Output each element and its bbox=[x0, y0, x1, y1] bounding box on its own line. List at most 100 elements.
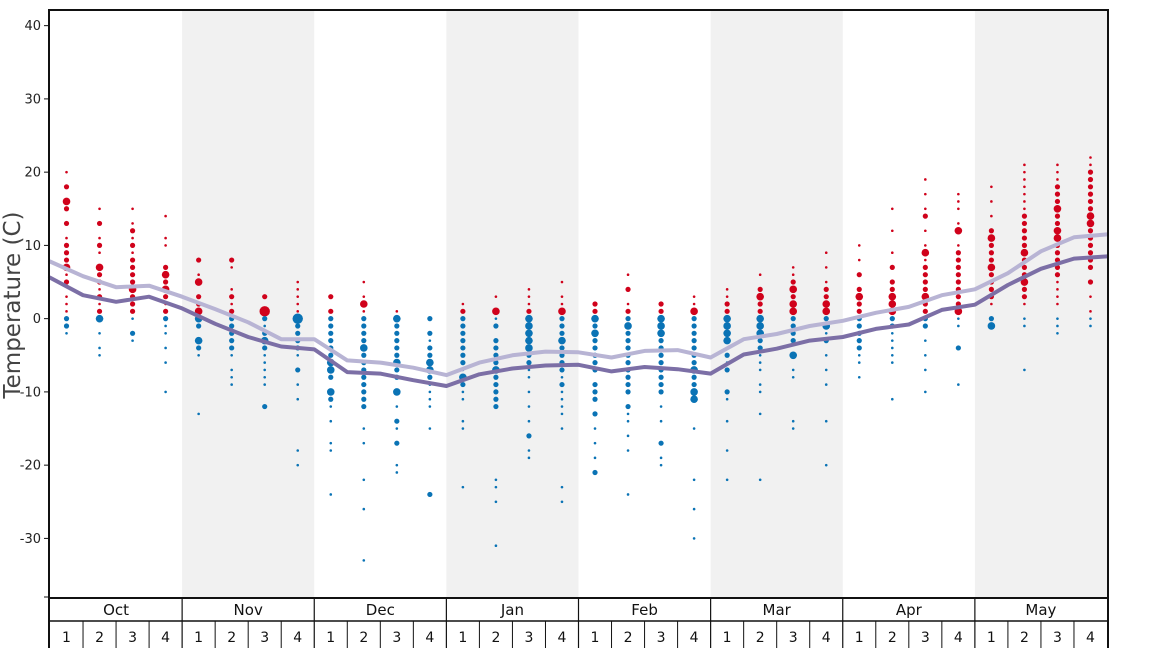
cold-point bbox=[394, 323, 400, 329]
warm-point bbox=[791, 266, 795, 269]
cold-point bbox=[890, 339, 894, 342]
cold-point bbox=[164, 324, 167, 328]
week-label: 4 bbox=[954, 630, 963, 646]
cold-point bbox=[460, 360, 466, 366]
cold-point bbox=[394, 345, 400, 351]
warm-point bbox=[1087, 242, 1094, 248]
week-label: 2 bbox=[227, 630, 236, 646]
cold-point bbox=[329, 419, 333, 423]
warm-point bbox=[65, 295, 68, 298]
cold-point bbox=[361, 389, 367, 395]
cold-point bbox=[493, 403, 499, 410]
warm-point bbox=[955, 257, 961, 263]
warm-point bbox=[1023, 178, 1026, 181]
cold-point bbox=[362, 478, 366, 482]
warm-point bbox=[922, 279, 928, 285]
cold-point bbox=[625, 338, 631, 344]
cold-point bbox=[625, 316, 631, 322]
week-label: 4 bbox=[1086, 630, 1095, 646]
warm-point bbox=[460, 308, 466, 314]
cold-point bbox=[329, 449, 333, 452]
data-points bbox=[62, 156, 1095, 562]
warm-point bbox=[955, 279, 961, 285]
cold-point bbox=[527, 368, 531, 372]
cold-point bbox=[296, 353, 300, 357]
warm-point bbox=[692, 302, 696, 306]
cold-point bbox=[196, 323, 202, 329]
cold-point bbox=[460, 330, 466, 336]
cold-point bbox=[394, 352, 400, 358]
warm-point bbox=[888, 300, 897, 308]
week-label: 3 bbox=[921, 630, 930, 646]
cold-point bbox=[691, 338, 697, 344]
cold-point bbox=[164, 332, 167, 335]
warm-point bbox=[129, 279, 136, 285]
warm-point bbox=[790, 294, 796, 300]
week-label: 1 bbox=[62, 630, 71, 646]
cold-point bbox=[426, 358, 434, 367]
warm-point bbox=[492, 307, 500, 316]
y-tick-label: -20 bbox=[20, 459, 41, 474]
warm-point bbox=[1054, 272, 1061, 278]
warm-point bbox=[990, 214, 993, 218]
cold-point bbox=[494, 544, 498, 548]
cold-point bbox=[229, 338, 235, 344]
warm-point bbox=[1087, 169, 1094, 175]
cold-point bbox=[129, 330, 136, 336]
cold-point bbox=[626, 493, 630, 496]
warm-point bbox=[988, 272, 994, 278]
cold-point bbox=[824, 368, 828, 372]
cold-point bbox=[295, 367, 301, 373]
cold-point bbox=[98, 332, 101, 335]
cold-point bbox=[659, 405, 663, 408]
cold-point bbox=[791, 375, 795, 379]
week-label: 4 bbox=[822, 630, 831, 646]
cold-point bbox=[957, 383, 960, 386]
week-label: 2 bbox=[1020, 630, 1029, 646]
cold-point bbox=[757, 345, 763, 351]
cold-point bbox=[1056, 324, 1059, 328]
cold-point bbox=[592, 360, 598, 366]
warm-point bbox=[856, 308, 862, 314]
y-axis: -30 -20 -10 0 10 20 30 40 bbox=[20, 19, 49, 598]
cold-point bbox=[593, 427, 597, 430]
cold-point bbox=[494, 500, 498, 504]
warm-point bbox=[592, 308, 598, 314]
warm-point bbox=[890, 251, 894, 255]
cold-point bbox=[329, 441, 333, 445]
cold-point bbox=[790, 338, 796, 344]
cold-point bbox=[460, 338, 466, 344]
high-trend-line bbox=[48, 232, 1109, 378]
cold-point bbox=[591, 329, 599, 338]
cold-point bbox=[625, 360, 631, 366]
warm-point bbox=[1087, 264, 1094, 270]
warm-point bbox=[790, 279, 796, 285]
warm-point bbox=[824, 280, 828, 284]
cold-point bbox=[63, 316, 70, 322]
y-tick-label: 0 bbox=[33, 312, 41, 327]
warm-point bbox=[1086, 219, 1095, 228]
warm-point bbox=[296, 295, 300, 298]
cold-point bbox=[328, 374, 334, 380]
cold-point bbox=[395, 405, 399, 408]
warm-point bbox=[756, 292, 764, 301]
week-label: 4 bbox=[161, 630, 170, 646]
warm-point bbox=[63, 220, 70, 227]
week-label: 1 bbox=[326, 630, 335, 646]
warm-point bbox=[988, 228, 994, 234]
warm-point bbox=[1021, 286, 1028, 292]
cold-point bbox=[98, 353, 101, 357]
cold-point bbox=[493, 396, 499, 402]
cold-point bbox=[691, 345, 697, 351]
cold-point bbox=[790, 316, 796, 322]
warm-point bbox=[230, 288, 233, 291]
warm-point bbox=[96, 220, 103, 227]
cold-point bbox=[65, 332, 68, 335]
cold-point bbox=[263, 361, 267, 364]
warm-point bbox=[1087, 206, 1094, 212]
cold-point bbox=[493, 381, 499, 388]
warm-point bbox=[889, 286, 895, 292]
warm-point bbox=[1087, 279, 1094, 285]
cold-point bbox=[197, 412, 200, 416]
cold-point bbox=[1023, 368, 1026, 372]
